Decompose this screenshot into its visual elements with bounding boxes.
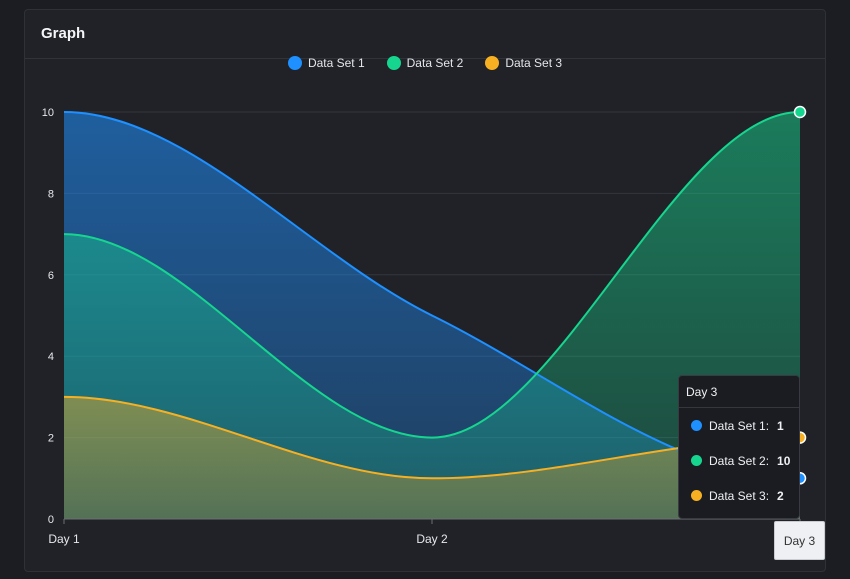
legend-label: Data Set 1 [307,56,365,70]
tooltip-swatch [691,490,702,501]
legend-item-data-set-1[interactable]: Data Set 1 [287,56,365,70]
legend-swatch [485,56,500,70]
legend-label: Data Set 3 [505,56,563,70]
legend-label: Data Set 2 [406,56,464,70]
tooltip-swatch [691,420,702,431]
x-tick-label: Day 2 [416,532,448,546]
tooltip-row: Data Set 2: 10 [679,443,799,478]
tooltip-value: 1 [777,418,784,433]
tooltip-swatch [691,455,702,466]
area-data-set-3 [64,396,800,519]
tooltip-row: Data Set 3: 2 [679,478,799,513]
legend-item-data-set-2[interactable]: Data Set 2 [386,56,464,70]
legend-item-data-set-3[interactable]: Data Set 3 [485,56,562,70]
chart-tooltip: Day 3 Data Set 1: 1 Data Set 2: 10 Data … [678,375,800,519]
legend-swatch [386,56,401,70]
line-data-set-2 [63,111,801,439]
area-data-set-2 [64,112,800,519]
point-data-set-2 [793,105,807,119]
card-title: Graph [41,25,86,42]
tooltip-row: Data Set 1: 1 [679,408,799,443]
y-tick-label: 10 [42,107,54,119]
tooltip-label: Data Set 3: [709,488,770,503]
y-tick-label: 2 [48,433,54,445]
crosshair-x-label: Day 3 [774,521,825,560]
y-tick-label: 6 [48,270,54,282]
x-tick-label: Day 1 [48,532,80,546]
tooltip-value: 10 [777,453,791,468]
y-tick-label: 4 [48,351,54,363]
tooltip-value: 2 [777,488,784,503]
y-tick-label: 0 [48,514,54,526]
card-header: Graph [25,10,825,59]
chart-legend: Data Set 1 Data Set 2 Data Set 3 [0,56,850,70]
tooltip-title: Day 3 [679,376,799,408]
axes: 0 2 4 6 8 10 Day 1 Day 2 [42,107,801,546]
legend-swatch [287,56,302,70]
y-tick-label: 8 [48,188,54,200]
tooltip-label: Data Set 2: [709,453,770,468]
tooltip-label: Data Set 1: [709,418,770,433]
